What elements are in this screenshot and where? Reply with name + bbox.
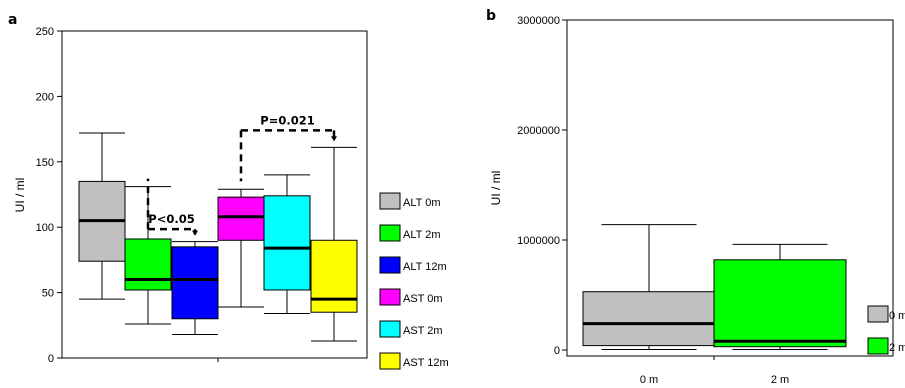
y-tick-label-2000000: 2000000 [517,125,560,137]
box-ast-0m-box [217,196,265,241]
y-tick-label-0: 0 [48,353,54,365]
y-tick-label-150: 150 [36,157,54,169]
y-tick-label-0: 0 [554,345,560,357]
panel-a-frame [61,30,368,359]
panel-a-y-axis-label: UI / ml [13,178,27,213]
annotation-p-0-05-arrowhead [192,230,198,236]
panel-b-y-axis-label: UI / ml [489,171,503,206]
box-ast-2m-box [263,195,311,291]
box-2-m-box [713,259,847,348]
panel-a-letter: a [8,12,17,28]
legend-label-ast-0m: AST 0m [403,293,443,305]
panel-b-x-tick-labels: 0 m 2 m [640,374,789,386]
legend-label-0-m: 0 m [889,310,905,322]
box-0-m-box [582,291,716,347]
panel-b-y-ticks: 0 1000000 2000000 3000000 [517,15,715,360]
y-tick-label-1000000: 1000000 [517,235,560,247]
annotation-p-0-05-label: P<0.05 [148,212,194,226]
legend-label-alt-2m: ALT 2m [403,229,441,241]
legend-swatch-ast-0m [379,288,401,306]
legend-label-alt-0m: ALT 0m [403,197,441,209]
y-tick-label-50: 50 [42,288,54,300]
legend-label-ast-12m: AST 12m [403,357,449,369]
legend-label-ast-2m: AST 2m [403,325,443,337]
y-tick-label-250: 250 [36,26,54,38]
panel-b-boxes [582,224,847,350]
annotation-p-0-021-arrowhead [331,136,337,142]
legend-label-alt-12m: ALT 12m [403,261,447,273]
panel-a-legend: ALT 0m ALT 2m ALT 12m AST 0m AST 2m AST 12m [379,192,449,370]
legend-swatch-alt-12m [379,256,401,274]
panel-a-boxes [78,132,358,342]
legend-swatch-0-m [867,305,889,323]
panel-b-letter: b [486,8,496,24]
y-tick-label-100: 100 [36,222,54,234]
panel-a-y-ticks: 0 50 100 150 200 250 [36,26,219,365]
y-tick-label-200: 200 [36,91,54,103]
panel-b-legend: 0 m 2 m [867,305,905,355]
box-ast-12m-box [310,239,358,313]
y-tick-label-3000000: 3000000 [517,15,560,27]
legend-swatch-ast-12m [379,352,401,370]
panel-a-annotations: P<0.05 P=0.021 [146,113,337,236]
box-alt-12m-box [171,246,219,320]
legend-swatch-alt-2m [379,224,401,242]
box-alt-2m-box [124,238,172,291]
panel-b-frame [566,19,894,357]
legend-swatch-ast-2m [379,320,401,338]
x-tick-label-0-m: 0 m [640,374,658,386]
x-tick-label-2-m: 2 m [771,374,789,386]
legend-label-2-m: 2 m [889,342,905,354]
annotation-p-0-021-label: P=0.021 [260,113,314,127]
legend-swatch-2-m [867,337,889,355]
legend-swatch-alt-0m [379,192,401,210]
